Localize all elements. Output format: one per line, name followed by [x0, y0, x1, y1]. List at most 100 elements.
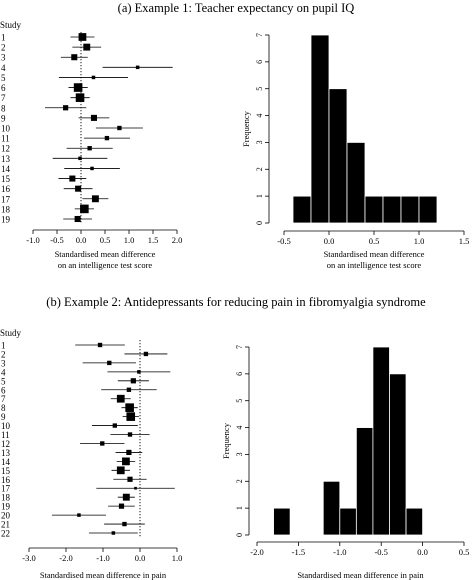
study-estimate	[78, 156, 82, 161]
study-estimate	[135, 65, 140, 70]
study-estimate	[91, 195, 99, 203]
study-label: 6	[1, 83, 6, 93]
study-estimate	[63, 105, 69, 111]
study-label: 16	[1, 475, 11, 485]
study-label: 8	[1, 103, 6, 113]
histogram-b: 0 1 2 3 4 5 6 7 Frequency -2.0 -1.5 -1.0 -0.5 0.0 0.5 S…	[221, 345, 470, 580]
study-label: 14	[1, 457, 11, 467]
study-label: 12	[1, 439, 10, 449]
study-estimate	[122, 521, 127, 527]
study-estimate	[104, 135, 110, 141]
study-estimate	[69, 175, 76, 182]
study-estimate	[117, 125, 122, 131]
study-estimate	[87, 146, 92, 151]
y-tick-label: 0	[255, 221, 264, 225]
y-tick-label: 5	[235, 399, 244, 403]
study-estimate	[100, 441, 105, 446]
histogram-bar	[364, 195, 384, 224]
x-tick-label: 2.0	[172, 235, 183, 245]
x-tick-label: 0.5	[100, 235, 111, 245]
study-estimate	[71, 54, 78, 61]
x-tick-label: 1.0	[414, 236, 425, 246]
study-label: 9	[1, 113, 6, 123]
x-tick-label: 0.5	[459, 547, 470, 557]
study-label: 10	[1, 421, 11, 431]
histogram-bar	[355, 427, 374, 536]
study-label: 17	[1, 484, 11, 494]
y-tick-label: 4	[235, 426, 244, 430]
x-axis-title: Standardised mean difference	[324, 249, 425, 259]
study-estimate	[91, 75, 96, 80]
x-tick-label: -1.0	[333, 547, 346, 557]
histogram-bar	[292, 195, 312, 224]
study-label: 22	[1, 529, 10, 539]
x-tick-label: 0.0	[135, 553, 146, 563]
study-estimate	[122, 457, 130, 466]
study-label: 2	[1, 349, 6, 359]
y-tick-label: 3	[255, 140, 264, 144]
x-tick-label: -1.5	[292, 547, 305, 557]
study-label: 13	[1, 154, 11, 164]
study-estimate	[122, 493, 130, 501]
study-label: 3	[1, 53, 6, 63]
study-estimate	[126, 412, 136, 421]
study-estimate	[90, 166, 94, 171]
y-tick-label: 0	[235, 533, 244, 537]
x-tick-label: -3.0	[22, 553, 35, 563]
study-label: 5	[1, 376, 6, 386]
study-estimate	[143, 351, 149, 357]
study-label: 9	[1, 412, 6, 422]
histogram-bar	[405, 507, 423, 536]
x-tick-label: 1.5	[459, 236, 470, 246]
y-tick-label: 6	[235, 372, 244, 376]
x-tick-label: -2.0	[250, 547, 263, 557]
study-estimate	[75, 93, 85, 102]
study-label: 3	[1, 358, 6, 368]
study-label: 4	[1, 367, 6, 377]
study-estimate	[90, 114, 97, 121]
y-tick-label: 2	[235, 479, 244, 483]
x-tick-label: 0.5	[369, 236, 380, 246]
study-estimate	[137, 370, 141, 374]
study-estimate	[116, 394, 125, 403]
x-axis-title: Standardised mean difference in pain	[297, 570, 424, 580]
study-label: 18	[1, 493, 11, 503]
study-estimate	[126, 449, 132, 456]
study-estimate	[97, 342, 103, 348]
histogram-a: 0 1 2 3 4 5 6 7 Frequency -0.5 0.0 0.5 1.0 1.5 Standar…	[241, 33, 470, 270]
histogram-bar	[346, 142, 366, 224]
x-tick-label: -1.0	[26, 235, 39, 245]
x-axis-title: Standardised mean difference	[55, 249, 156, 259]
study-estimate	[80, 204, 89, 214]
study-header: Study	[0, 328, 22, 338]
histogram-bar	[339, 507, 357, 536]
y-axis-title: Frequency	[241, 110, 251, 147]
study-label: 7	[1, 93, 6, 103]
study-label: 16	[1, 184, 11, 194]
study-label: 5	[1, 73, 6, 83]
x-axis-title: on an intelligence test score	[327, 260, 422, 270]
x-tick-label: 0.0	[324, 236, 335, 246]
x-axis-title: on an intelligence test score	[58, 260, 153, 270]
study-label: 20	[1, 511, 11, 521]
study-estimate	[73, 83, 83, 92]
panel-a-title: (a) Example 1: Teacher expectancy on pup…	[117, 1, 355, 15]
study-label: 11	[1, 134, 10, 144]
study-estimate	[118, 503, 125, 509]
study-label: 12	[1, 144, 10, 154]
x-tick-label: 0.0	[417, 547, 428, 557]
study-estimate	[112, 423, 118, 428]
study-label: 11	[1, 430, 10, 440]
x-tick-label: 1.5	[148, 235, 159, 245]
study-estimate	[74, 215, 81, 223]
x-tick-label: -2.0	[59, 553, 72, 563]
histogram-bar	[389, 373, 407, 536]
study-estimate	[134, 486, 137, 490]
y-tick-label: 1	[255, 194, 264, 198]
study-label: 21	[1, 520, 10, 530]
study-label: 15	[1, 466, 11, 476]
study-estimate	[77, 513, 81, 517]
study-label: 2	[1, 43, 6, 53]
histogram-bar	[372, 346, 390, 536]
study-label: 17	[1, 194, 11, 204]
